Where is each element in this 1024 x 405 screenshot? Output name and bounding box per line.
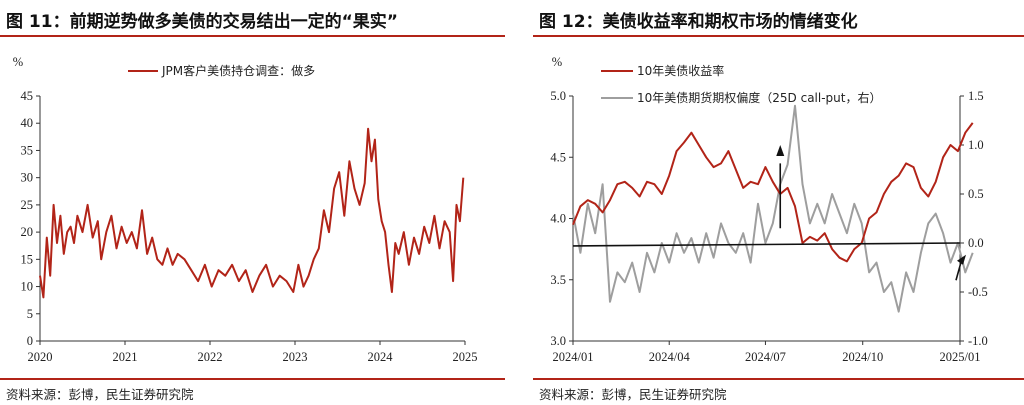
x-tick-label: 2024/01 xyxy=(553,350,594,364)
left-y-tick-label: 3.5 xyxy=(550,273,566,287)
legend-label-10y-yield: 10年美债收益率 xyxy=(637,63,724,78)
left-figure-panel: 图 11：前期逆势做多美债的交易结出一定的“果实” % 0 5 10 15 20 25 30 3… xyxy=(0,0,505,405)
y-tick-label: 25 xyxy=(21,198,34,212)
right-y-tick-label: -1.0 xyxy=(968,334,988,348)
left-title-rule xyxy=(0,35,505,37)
series-line-10y-yield xyxy=(572,122,974,263)
x-tick-label: 2025/01 xyxy=(940,350,981,364)
left-y-tick-label: 5.0 xyxy=(550,89,566,103)
y-tick-label: 5 xyxy=(27,307,33,321)
annotation-reference-line xyxy=(572,242,961,247)
right-y-tick-label: 0.5 xyxy=(968,187,984,201)
x-tick-label: 2024 xyxy=(368,350,394,364)
y-axis-unit-label: % xyxy=(13,55,23,69)
series-line-jpm-long xyxy=(39,127,465,299)
left-source-rule xyxy=(0,378,505,380)
left-source-note: 资料来源：彭博，民生证券研究院 xyxy=(6,387,194,402)
y-tick-label: 30 xyxy=(21,171,34,185)
series-line-option-skew xyxy=(572,104,974,313)
legend-label-jpm-long: JPM客户美债持仓调查：做多 xyxy=(161,63,315,78)
left-y-tick-label: 3.0 xyxy=(550,334,566,348)
y-tick-label: 40 xyxy=(21,116,34,130)
right-figure-title: 图 12：美债收益率和期权市场的情绪变化 xyxy=(539,12,858,32)
right-chart: % 3.0 3.5 4.0 4.5 5.0 -1.0 -0.5 0.0 0.5 1.0 1.5 2024… xyxy=(550,55,988,364)
right-y-tick-label: 1.0 xyxy=(968,138,984,152)
x-tick-label: 2022 xyxy=(198,350,223,364)
x-tick-label: 2021 xyxy=(113,350,138,364)
right-source-rule xyxy=(533,378,1024,380)
left-y-tick-label: 4.5 xyxy=(550,150,566,164)
right-y-tick-label: 0.0 xyxy=(968,236,984,250)
x-tick-label: 2024/10 xyxy=(842,350,883,364)
y-axis-unit-label: % xyxy=(552,55,562,69)
right-figure-panel: 图 12：美债收益率和期权市场的情绪变化 % 3.0 3.5 4.0 4.5 5.0 -1.… xyxy=(533,0,1024,405)
left-y-tick-label: 4.0 xyxy=(550,212,566,226)
x-tick-label: 2020 xyxy=(28,350,53,364)
x-tick-label: 2023 xyxy=(283,350,308,364)
x-tick-label: 2025 xyxy=(453,350,478,364)
annotation-up-arrow-head xyxy=(776,145,785,156)
y-tick-label: 0 xyxy=(27,334,33,348)
annotation-end-arrow-head xyxy=(957,254,966,265)
right-y-tick-label: 1.5 xyxy=(968,89,984,103)
y-tick-label: 45 xyxy=(21,89,34,103)
left-figure-title: 图 11：前期逆势做多美债的交易结出一定的“果实” xyxy=(6,12,398,32)
y-tick-label: 20 xyxy=(21,225,34,239)
right-source-note: 资料来源：彭博，民生证券研究院 xyxy=(539,387,727,402)
y-tick-label: 10 xyxy=(21,280,34,294)
legend-label-option-skew: 10年美债期货期权偏度（25D call-put，右） xyxy=(637,90,881,105)
right-y-tick-label: -0.5 xyxy=(968,285,988,299)
x-tick-label: 2024/04 xyxy=(649,350,691,364)
right-title-rule xyxy=(533,35,1024,37)
y-tick-label: 35 xyxy=(21,143,34,157)
x-tick-label: 2024/07 xyxy=(745,350,786,364)
y-tick-label: 15 xyxy=(21,252,34,266)
